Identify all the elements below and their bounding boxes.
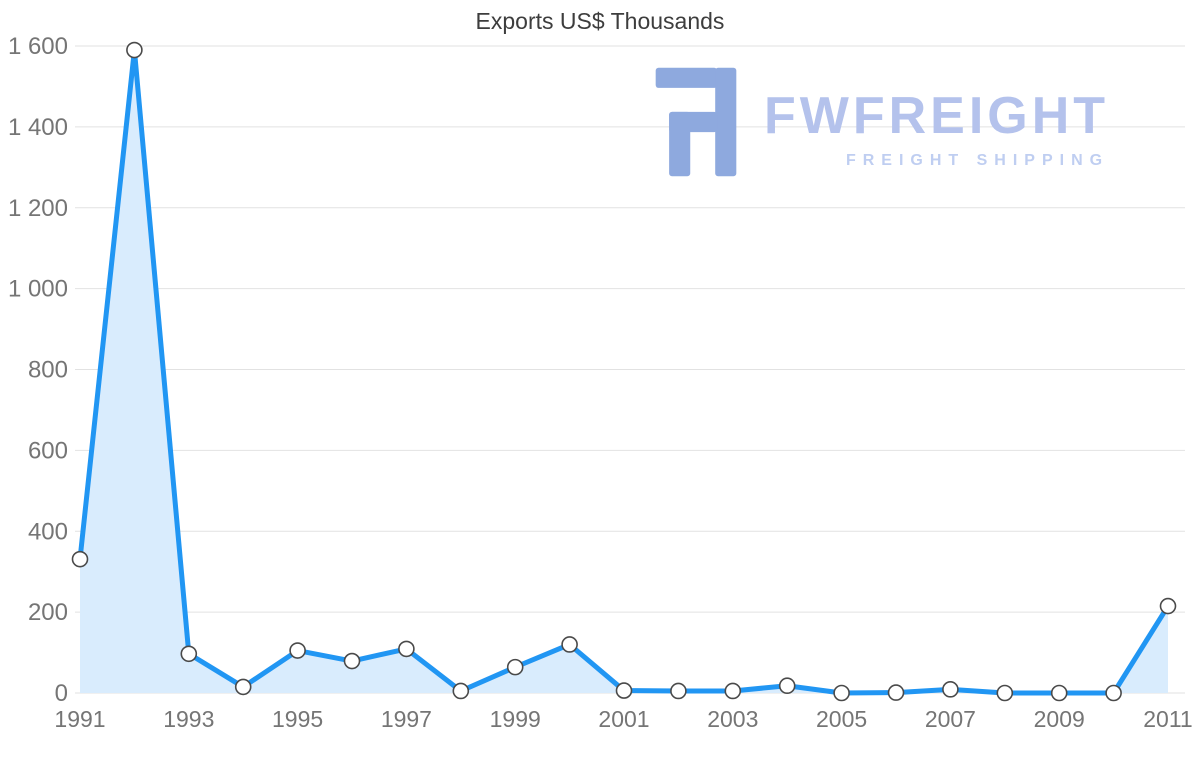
x-axis-tick-label: 2001 <box>598 706 649 732</box>
data-point-marker <box>234 678 252 696</box>
x-axis-tick-label: 2009 <box>1034 706 1085 732</box>
y-axis-tick-label: 600 <box>28 437 68 464</box>
x-axis-tick-label: 1999 <box>490 706 541 732</box>
x-axis-tick-label: 2007 <box>925 706 976 732</box>
y-axis-tick-label: 1 600 <box>8 33 68 60</box>
x-axis-tick-label: 1995 <box>272 706 323 732</box>
data-point-marker <box>398 640 415 658</box>
data-point-marker <box>343 652 361 670</box>
data-point-marker <box>670 682 687 700</box>
x-axis-tick-label: 1993 <box>163 706 214 732</box>
data-point-marker <box>996 684 1014 702</box>
y-axis-tick-label: 0 <box>55 680 68 707</box>
data-point-marker <box>289 642 306 659</box>
x-axis-tick-label: 2003 <box>707 706 758 732</box>
chart-title: Exports US$ Thousands <box>475 8 725 34</box>
data-point-marker <box>887 684 905 701</box>
data-point-marker <box>452 682 470 700</box>
data-point-marker <box>71 550 89 568</box>
data-point-marker <box>615 682 633 699</box>
x-axis-tick-label: 2011 <box>1143 706 1192 732</box>
data-point-marker <box>778 677 796 695</box>
data-point-marker <box>126 41 143 59</box>
x-axis-tick-label: 1997 <box>381 706 432 732</box>
x-axis-tick-label: 1991 <box>54 706 105 732</box>
y-axis-tick-label: 1 200 <box>8 195 68 222</box>
data-point-marker <box>561 636 578 653</box>
series-area-fill <box>80 50 1168 693</box>
y-axis-tick-label: 800 <box>28 357 68 384</box>
data-point-marker <box>724 682 742 700</box>
y-axis-tick-label: 200 <box>28 599 68 626</box>
data-point-marker <box>1050 684 1068 702</box>
data-point-marker <box>833 684 850 702</box>
data-point-marker <box>942 681 959 698</box>
y-axis-tick-label: 1 000 <box>8 276 68 303</box>
data-point-marker <box>1159 597 1177 615</box>
data-point-marker <box>180 645 198 663</box>
series-line <box>77 47 1171 696</box>
x-axis-tick-label: 2005 <box>816 706 867 732</box>
data-point-marker <box>506 658 524 676</box>
y-axis-tick-label: 1 400 <box>8 114 68 141</box>
y-axis-tick-label: 400 <box>28 518 68 545</box>
data-point-marker <box>1105 684 1122 702</box>
